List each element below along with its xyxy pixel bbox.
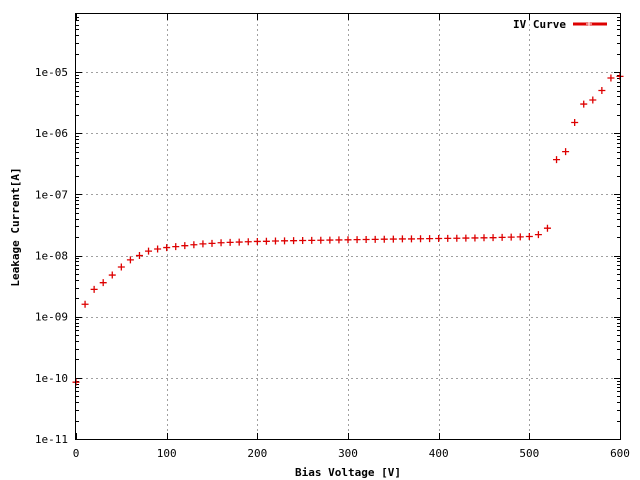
axis-ticks <box>76 14 621 440</box>
y-tick-label: 1e-06 <box>35 127 68 140</box>
data-point <box>145 247 153 255</box>
data-point <box>126 256 134 264</box>
data-point <box>371 235 379 243</box>
data-point <box>317 236 325 244</box>
data-point <box>108 271 116 279</box>
x-tick-labels: 0 100 200 300 400 500 600 <box>73 447 630 460</box>
data-point <box>326 236 334 244</box>
data-point <box>543 224 551 232</box>
data-point <box>117 263 125 271</box>
data-point <box>253 237 261 245</box>
x-tick-label: 600 <box>610 447 630 460</box>
data-point <box>344 236 352 244</box>
data-point <box>172 243 180 251</box>
data-point <box>498 233 506 241</box>
x-tick-label: 200 <box>247 447 267 460</box>
data-point <box>398 235 406 243</box>
data-point <box>589 96 597 104</box>
data-point <box>453 234 461 242</box>
data-point <box>462 234 470 242</box>
data-point <box>81 300 89 308</box>
data-point <box>299 237 307 245</box>
data-point <box>190 241 198 249</box>
y-tick-label: 1e-11 <box>35 433 68 446</box>
data-point <box>281 237 289 245</box>
data-markers <box>72 72 624 386</box>
data-point <box>426 235 434 243</box>
data-point <box>580 100 588 108</box>
data-point <box>154 245 162 253</box>
data-point <box>471 234 479 242</box>
data-point <box>553 156 561 164</box>
y-tick-labels: 1e-11 1e-10 1e-09 1e-08 1e-07 1e-06 1e-05 <box>35 66 68 446</box>
plot-frame <box>75 13 621 440</box>
x-tick-label: 500 <box>519 447 539 460</box>
data-point <box>208 239 216 247</box>
data-point <box>417 235 425 243</box>
data-point <box>262 237 270 245</box>
y-tick-label: 1e-07 <box>35 188 68 201</box>
data-point <box>607 74 615 82</box>
y-tick-label: 1e-08 <box>35 250 68 263</box>
x-axis-title: Bias Voltage [V] <box>295 466 401 479</box>
y-tick-label: 1e-10 <box>35 372 68 385</box>
data-point <box>163 244 171 252</box>
data-point <box>534 231 542 239</box>
data-point <box>380 235 388 243</box>
data-point <box>199 240 207 248</box>
legend: IV Curve <box>513 18 607 31</box>
data-point <box>226 238 234 246</box>
data-point <box>181 242 189 250</box>
grid-lines <box>76 14 620 439</box>
data-point <box>90 285 98 293</box>
data-point <box>525 232 533 240</box>
data-point <box>444 234 452 242</box>
data-point <box>489 234 497 242</box>
data-point <box>507 233 515 241</box>
data-point <box>353 236 361 244</box>
legend-marker-swatch <box>586 21 592 27</box>
data-point <box>217 239 225 247</box>
data-point <box>308 236 316 244</box>
data-point <box>598 87 606 95</box>
data-point <box>362 235 370 243</box>
y-tick-label: 1e-09 <box>35 311 68 324</box>
data-point <box>389 235 397 243</box>
data-point <box>244 238 252 246</box>
data-point <box>407 235 415 243</box>
x-tick-label: 100 <box>157 447 177 460</box>
data-point <box>516 233 524 241</box>
data-point <box>435 235 443 243</box>
y-tick-label: 1e-05 <box>35 66 68 79</box>
x-tick-label: 300 <box>338 447 358 460</box>
data-point <box>99 279 107 287</box>
data-point <box>290 237 298 245</box>
data-point <box>562 148 570 156</box>
data-point <box>571 118 579 126</box>
y-axis-title: Leakage Current[A] <box>9 167 22 286</box>
x-tick-label: 0 <box>73 447 80 460</box>
data-point <box>335 236 343 244</box>
data-point <box>480 234 488 242</box>
data-point <box>135 252 143 260</box>
legend-label: IV Curve <box>513 18 566 31</box>
data-point <box>235 238 243 246</box>
data-point <box>271 237 279 245</box>
x-tick-label: 400 <box>429 447 449 460</box>
